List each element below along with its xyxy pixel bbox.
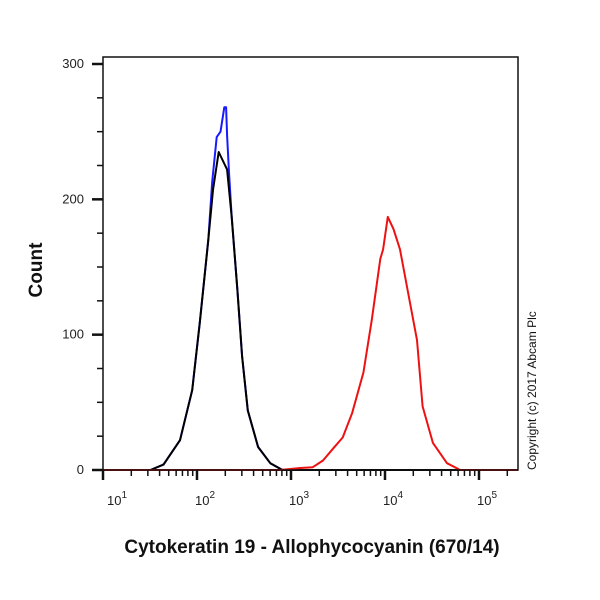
x-tick-exponent: 5 (491, 490, 497, 501)
y-tick-label: 200 (62, 191, 84, 206)
y-tick-label: 300 (62, 56, 84, 71)
y-tick-label: 0 (77, 462, 84, 477)
y-axis-label: Count (26, 242, 47, 298)
x-tick-label: 105 (477, 490, 497, 508)
x-tick-base: 10 (383, 493, 397, 508)
x-tick-label: 103 (289, 490, 309, 508)
x-tick-label: 101 (107, 490, 127, 508)
x-tick-exponent: 4 (397, 490, 403, 501)
x-tick-exponent: 3 (303, 490, 309, 501)
x-tick-exponent: 1 (121, 490, 127, 501)
x-tick-label: 102 (195, 490, 215, 508)
y-tick-label: 100 (62, 327, 84, 342)
x-tick-base: 10 (477, 493, 491, 508)
x-tick-base: 10 (107, 493, 121, 508)
series-line-1 (103, 151, 518, 471)
copyright-annotation: Copyright (c) 2017 Abcam Plc (525, 311, 539, 470)
plot-series (103, 106, 518, 471)
x-tick-exponent: 2 (209, 490, 215, 501)
plot-frame (102, 56, 519, 471)
x-axis-label: Cytokeratin 19 - Allophycocyanin (670/14… (124, 537, 499, 558)
x-tick-label: 104 (383, 490, 403, 508)
series-line-2 (103, 215, 518, 471)
x-tick-base: 10 (289, 493, 303, 508)
series-line-0 (103, 106, 518, 471)
x-tick-base: 10 (195, 493, 209, 508)
